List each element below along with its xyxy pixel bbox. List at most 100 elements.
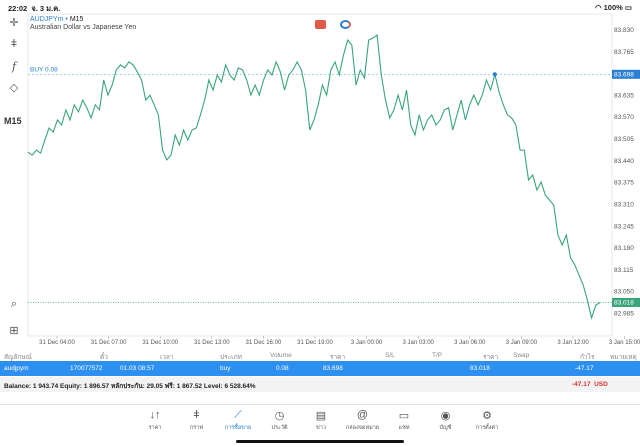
nav-icon: ▤ — [315, 410, 327, 422]
nav-icon: ◉ — [440, 410, 451, 422]
nav-label: การตั้งค่า — [475, 425, 499, 431]
y-tick-label: 83.570 — [614, 114, 634, 121]
column-header[interactable]: ตั๋ว — [100, 354, 108, 361]
nav-label: ข่าว — [316, 425, 326, 431]
wifi-icon: ◠ — [595, 3, 602, 12]
column-header[interactable]: Swap — [513, 352, 530, 359]
nav-icon: ↓↑ — [149, 409, 161, 421]
x-tick-label: 3 Jan 03:00 — [403, 340, 435, 346]
y-tick-label: 83.115 — [614, 267, 634, 274]
table-cell: 170077572 — [70, 365, 103, 372]
x-tick-label: 3 Jan 15:00 — [609, 340, 640, 346]
crosshair-icon[interactable]: ✛ — [9, 17, 19, 29]
column-header[interactable]: S/L — [385, 352, 395, 359]
x-tick-label: 31 Dec 10:00 — [142, 340, 178, 346]
nav-item[interactable]: @ กล่องจดหมาย — [338, 409, 388, 432]
y-tick-label: 83.635 — [614, 92, 634, 99]
x-tick-label: 3 Jan 12:00 — [557, 340, 589, 346]
y-tick-label: 83.180 — [614, 245, 634, 252]
nav-item[interactable]: ǂ กราฟ — [172, 409, 222, 432]
y-tick-label: 83.050 — [614, 289, 634, 296]
nav-label: ประวัติ — [271, 425, 288, 431]
price-tag-label: 83.018 — [614, 299, 634, 306]
x-tick-label: 31 Dec 07:00 — [91, 340, 127, 346]
nav-icon: ǂ — [193, 409, 200, 421]
y-tick-label: 83.440 — [614, 158, 634, 165]
y-tick-label: 83.765 — [614, 49, 634, 56]
function-icon[interactable]: f — [11, 60, 17, 73]
price-chart[interactable]: BUY 0.08 83.830 83.765 83.635 83.570 83.505 83… — [0, 0, 640, 348]
table-row[interactable]: audjpym 170077572 01.03 08:57 buy 0.08 83.698… — [0, 361, 640, 376]
objects-icon[interactable]: ◇ — [9, 82, 19, 94]
column-header[interactable]: T/P — [432, 352, 443, 359]
x-tick-label: 31 Dec 13:00 — [194, 340, 230, 346]
price-tag — [612, 69, 640, 79]
balance-bar: Balance: 1 943.74 Equity: 1 896.57 หลักป… — [0, 377, 640, 392]
column-header[interactable]: กำไร — [580, 354, 595, 361]
add-icon[interactable]: ⊞ — [9, 325, 19, 337]
timeframe-button[interactable]: M15 — [4, 116, 22, 126]
x-tick-label: 3 Jan 00:00 — [351, 340, 383, 346]
nav-icon: @ — [356, 409, 369, 421]
table-cell: 0.08 — [276, 365, 289, 372]
table-header: สัญลักษณ์ ตั๋ว เวลา ประเภท Volume ราคา S/L T/P ร… — [0, 348, 640, 361]
table-cell: 83.698 — [323, 365, 343, 372]
table-cell: 01.03 08:57 — [120, 365, 155, 372]
nav-label: กราฟ — [189, 425, 204, 431]
nav-item[interactable]: ⟋ การซื้อขาย — [213, 409, 263, 432]
y-tick-label: 83.245 — [614, 223, 634, 230]
battery: ◠ 100% ▭ — [595, 3, 632, 12]
x-tick-label: 31 Dec 04:00 — [39, 340, 75, 346]
column-header[interactable]: Volume — [270, 352, 292, 359]
table-cell: -47.17 — [575, 365, 594, 372]
symbol-info: AUDJPYm • M15 Australian Dollar vs Japan… — [30, 16, 137, 31]
table-cell: 83.018 — [470, 365, 490, 372]
column-header[interactable]: ประเภท — [220, 354, 242, 361]
column-header[interactable]: สัญลักษณ์ — [4, 354, 32, 361]
x-tick-label: 3 Jan 09:00 — [506, 340, 538, 346]
nav-icon: ⚙ — [482, 410, 492, 422]
y-tick-label: 83.505 — [614, 136, 634, 143]
buy-line-label: BUY 0.08 — [30, 66, 58, 73]
home-indicator — [236, 440, 404, 443]
nav-label: แชท — [398, 425, 410, 431]
price-line — [27, 34, 601, 320]
column-header[interactable]: เวลา — [160, 354, 174, 361]
nav-label: ราคา — [148, 425, 162, 431]
y-tick-label: 83.830 — [614, 27, 634, 34]
nav-item[interactable]: ⚙ การตั้งค่า — [462, 409, 512, 432]
zoom-icon[interactable]: ⌕ — [10, 298, 18, 310]
y-tick-label: 83.310 — [614, 201, 634, 208]
chart-toolbar: ✛ ǂ f ◇ M15 ⌕ ⊞ — [0, 13, 28, 348]
nav-item[interactable]: ↓↑ ราคา — [130, 409, 180, 432]
status-bar: 22:02 จ. 3 ม.ค. ◠ 100% ▭ — [0, 0, 640, 13]
sell-badge[interactable] — [315, 20, 326, 29]
table-cell: buy — [220, 365, 231, 372]
buy-badge[interactable] — [340, 20, 351, 29]
nav-label: บัญชี — [439, 425, 452, 431]
y-tick-label: 82.985 — [614, 311, 634, 318]
x-tick-label: 3 Jan 06:00 — [454, 340, 486, 346]
nav-label: กล่องจดหมาย — [345, 425, 380, 431]
nav-item[interactable]: ◷ ประวัติ — [255, 409, 305, 432]
nav-item[interactable]: ▭ แชท — [379, 409, 429, 432]
column-header[interactable]: หมายเหตุ — [610, 354, 637, 361]
nav-label: การซื้อขาย — [224, 425, 252, 431]
column-header[interactable]: ราคา — [483, 354, 499, 361]
total-profit: -47.17 USD — [572, 381, 608, 388]
nav-item[interactable]: ◉ บัญชี — [421, 409, 471, 432]
candles-icon[interactable]: ǂ — [10, 38, 18, 50]
nav-item[interactable]: ▤ ข่าว — [296, 409, 346, 432]
balance-text: Balance: 1 943.74 Equity: 1 896.57 หลักป… — [4, 383, 256, 390]
plot-frame — [27, 13, 613, 337]
nav-icon: ◷ — [274, 410, 285, 422]
price-tag-label: 83.698 — [614, 71, 634, 78]
x-tick-label: 31 Dec 16:00 — [246, 340, 282, 346]
x-tick-label: 31 Dec 19:00 — [297, 340, 333, 346]
price-tag — [612, 297, 640, 307]
buy-entry-marker — [492, 72, 497, 77]
nav-icon: ⟋ — [234, 409, 242, 421]
y-tick-label: 83.375 — [614, 180, 634, 187]
nav-icon: ▭ — [398, 410, 410, 422]
column-header[interactable]: ราคา — [330, 354, 346, 361]
